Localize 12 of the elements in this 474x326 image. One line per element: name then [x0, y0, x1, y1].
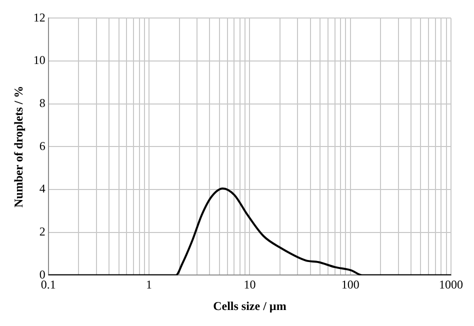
y-axis-title: Number of droplets / %	[11, 86, 26, 208]
x-tick-label: 1000	[439, 278, 463, 292]
x-tick-label: 1	[146, 278, 152, 292]
y-tick-label: 12	[33, 10, 46, 24]
x-tick-label: 10	[244, 278, 256, 292]
y-tick-label: 2	[39, 224, 46, 239]
y-tick-label: 8	[39, 96, 46, 110]
y-tick-label: 6	[39, 138, 46, 153]
y-tick-label: 10	[33, 53, 46, 68]
x-axis-title: Cells size / µm	[213, 298, 286, 313]
x-tick-label: 100	[341, 278, 360, 292]
y-tick-label: 4	[39, 182, 46, 196]
